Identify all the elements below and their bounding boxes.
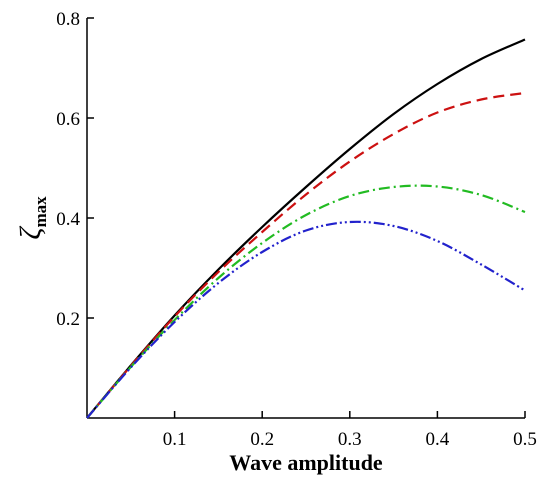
y-tick-label-3: 0.8 <box>56 9 80 30</box>
y-axis-label-subscript: max <box>31 196 50 228</box>
series-line-0 <box>86 38 526 419</box>
x-tick-label-2: 0.3 <box>338 429 362 450</box>
ticks: 0.1 0.2 0.3 0.4 0.5 0.2 0.4 0.6 0.8 <box>56 9 537 450</box>
series-line-1 <box>86 91 526 419</box>
axes-frame <box>86 18 525 419</box>
series-line-3 <box>86 220 526 419</box>
y-tick-label-0: 0.2 <box>56 309 80 330</box>
x-tick-label-0: 0.1 <box>163 429 187 450</box>
svg-text:ζmax: ζmax <box>14 196 50 240</box>
x-tick-label-1: 0.2 <box>250 429 274 450</box>
series-line-2 <box>86 184 526 419</box>
x-tick-label-4: 0.5 <box>513 429 537 450</box>
series-lines <box>86 38 526 419</box>
y-tick-label-1: 0.4 <box>56 209 80 230</box>
x-axis-label: Wave amplitude <box>229 450 383 475</box>
x-tick-label-3: 0.4 <box>426 429 450 450</box>
y-axis-label-main: ζ <box>14 226 47 240</box>
y-tick-label-2: 0.6 <box>56 109 80 130</box>
y-axis-label: ζmax <box>14 196 50 240</box>
